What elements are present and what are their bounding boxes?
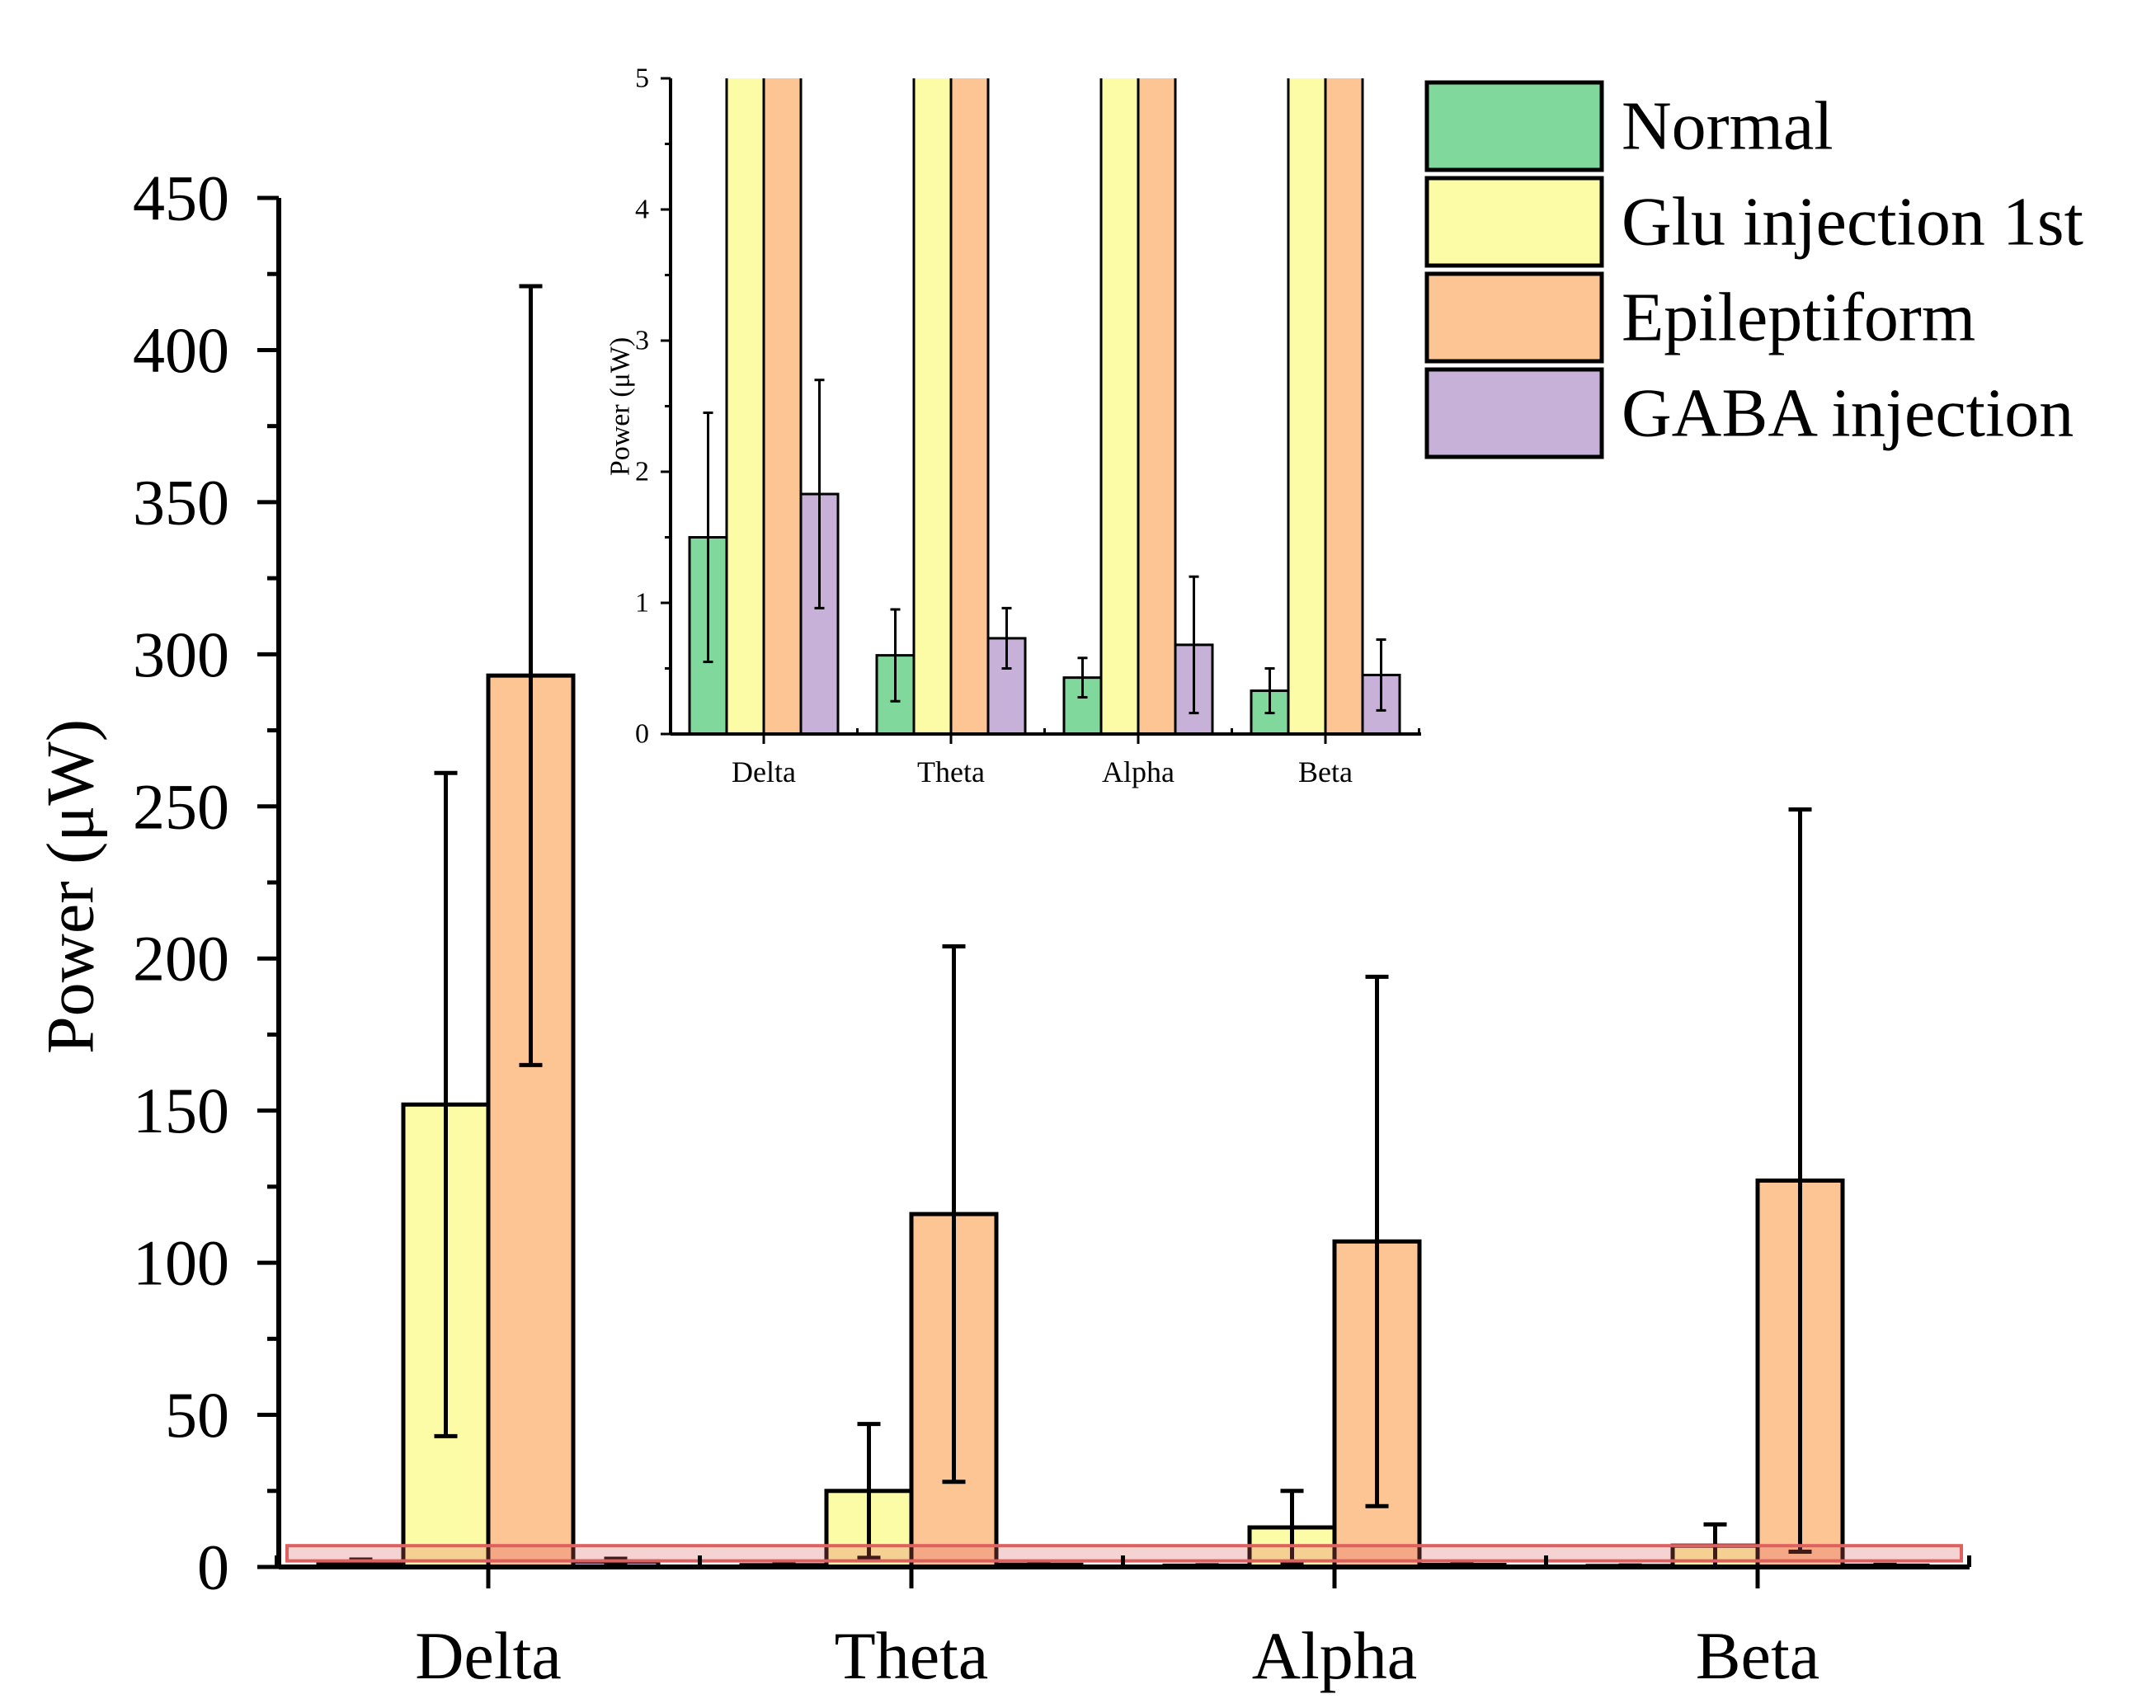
inset-error-bar-normal-theta	[890, 608, 901, 703]
inset-bar-glu-injection-1st-beta	[1287, 78, 1327, 734]
inset-y-tick-label: 4	[635, 195, 649, 225]
inset-bar-glu-injection-1st-delta	[725, 78, 765, 734]
legend-swatch-glu-injection-1st	[1424, 176, 1604, 268]
inset-bar-glu-injection-1st-theta	[912, 78, 953, 734]
inset-error-bar-normal-delta	[703, 411, 713, 664]
legend-swatch-epileptiform	[1424, 271, 1604, 364]
inset-bar-epileptiform-beta	[1324, 78, 1364, 734]
inset-x-tick-label-beta: Beta	[1298, 755, 1353, 788]
inset-y-tick-label: 0	[635, 719, 649, 750]
main-y-tick-label: 400	[133, 314, 229, 386]
inset-error-bar-normal-alpha	[1077, 656, 1088, 699]
inset-error-bar-normal-beta	[1264, 667, 1275, 715]
inset-x-tick-label-theta: Theta	[917, 755, 985, 788]
inset-error-bar-gaba-injection-theta	[1001, 606, 1012, 670]
legend: Normal Glu injection 1st Epileptiform GABA …	[1424, 80, 2083, 459]
main-y-tick-label: 450	[133, 162, 229, 234]
main-x-tick-label-alpha: Alpha	[1252, 1618, 1417, 1693]
inset-error-bar-gaba-injection-alpha	[1189, 575, 1199, 715]
inset-y-tick-label: 5	[635, 64, 649, 94]
inset-bar-gaba-injection-beta	[1361, 673, 1401, 734]
main-error-bar-glu-injection-1st-alpha	[1280, 1489, 1304, 1566]
inset-x-tick-label-delta: Delta	[732, 755, 796, 788]
legend-swatch-gaba-injection	[1424, 367, 1604, 459]
legend-label-normal: Normal	[1622, 88, 1834, 165]
main-y-axis-title: Power (μW)	[33, 719, 108, 1054]
main-chart: 0 50 100 150 200 250 300 350 400 450 Delta Theta Alp…	[33, 162, 1971, 1693]
inset-bar-epileptiform-theta	[949, 78, 990, 734]
main-y-tick-label: 300	[133, 619, 229, 690]
inset-error-bar-gaba-injection-delta	[814, 379, 825, 609]
main-error-bar-epileptiform-alpha	[1365, 974, 1389, 1508]
inset-y-tick-label: 2	[635, 457, 649, 487]
inset-chart: 0 1 2 3 4 5 Delta Theta Alpha Beta Power (μW)	[605, 64, 1421, 788]
main-error-bar-glu-injection-1st-theta	[857, 1422, 881, 1560]
main-y-tick-label: 150	[133, 1075, 229, 1146]
inset-bar-epileptiform-delta	[762, 78, 803, 734]
legend-swatch-normal	[1424, 80, 1604, 172]
main-bars	[316, 673, 1930, 1567]
main-error-bar-glu-injection-1st-delta	[434, 770, 458, 1438]
main-x-tick-label-theta: Theta	[835, 1618, 989, 1693]
main-error-bar-epileptiform-beta	[1788, 807, 1812, 1555]
main-y-tick-label: 100	[133, 1227, 229, 1299]
main-x-tick-label-delta: Delta	[415, 1618, 562, 1693]
main-x-tick-label-beta: Beta	[1696, 1618, 1819, 1693]
inset-bar-epileptiform-alpha	[1137, 78, 1177, 734]
main-y-tick-label: 200	[133, 923, 229, 995]
inset-bars	[688, 78, 1401, 734]
inset-x-tick-label-alpha: Alpha	[1102, 755, 1175, 788]
legend-label-gaba-injection: GABA injection	[1622, 375, 2074, 452]
legend-label-glu-injection-1st: Glu injection 1st	[1622, 184, 2083, 261]
inset-error-bar-gaba-injection-beta	[1376, 638, 1386, 712]
main-y-tick-label: 50	[165, 1379, 229, 1451]
main-error-bar-epileptiform-theta	[942, 943, 966, 1485]
main-error-bar-epileptiform-delta	[519, 284, 543, 1067]
legend-label-epileptiform: Epileptiform	[1622, 280, 1975, 356]
inset-y-axis-title: Power (μW)	[605, 337, 636, 476]
main-y-tick-label: 0	[197, 1532, 229, 1603]
main-y-tick-label: 250	[133, 770, 229, 842]
inset-y-tick-label: 3	[635, 326, 649, 356]
inset-bar-glu-injection-1st-alpha	[1099, 78, 1140, 734]
inset-y-tick-label: 1	[635, 588, 649, 619]
main-y-tick-label: 350	[133, 466, 229, 538]
